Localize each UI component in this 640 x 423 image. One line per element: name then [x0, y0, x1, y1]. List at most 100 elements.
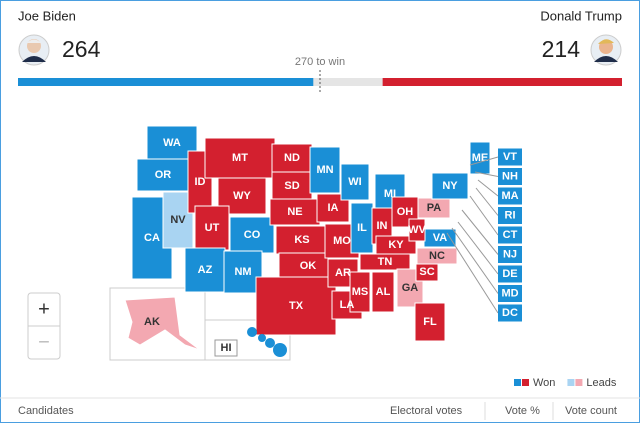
state-shape[interactable] — [431, 172, 469, 200]
state-label: SC — [419, 266, 434, 278]
footer-tab[interactable]: Electoral votes — [390, 405, 463, 417]
state-shape[interactable] — [408, 218, 426, 242]
state-label: CO — [244, 229, 261, 241]
state-shape — [273, 343, 287, 357]
state-label: OK — [300, 260, 317, 272]
leader-line — [477, 179, 499, 197]
state-label: DC — [502, 307, 518, 319]
legend-swatch — [567, 379, 575, 386]
state-box[interactable] — [498, 246, 522, 263]
state-label: KS — [294, 234, 309, 246]
zoom-in[interactable]: + — [38, 298, 50, 320]
state-shape — [265, 338, 275, 348]
state-label: NE — [287, 206, 302, 218]
state-shape[interactable] — [414, 302, 446, 342]
state-label: NV — [170, 214, 186, 226]
candidate-name: Donald Trump — [540, 8, 622, 23]
state-label: OH — [397, 206, 414, 218]
state-shape[interactable] — [204, 137, 276, 179]
state-shape[interactable] — [371, 271, 395, 313]
state-label: ND — [284, 152, 300, 164]
state-label: MS — [352, 286, 369, 298]
state-label: AL — [376, 286, 391, 298]
state-box[interactable] — [498, 148, 522, 166]
state-shape — [247, 327, 257, 337]
legend-swatch — [514, 379, 521, 386]
state-shape[interactable] — [269, 198, 321, 226]
leader-line — [469, 156, 499, 166]
label-box — [214, 339, 238, 357]
footer-tab[interactable]: Candidates — [18, 405, 74, 417]
state-shape[interactable] — [184, 247, 226, 293]
state-shape — [124, 296, 201, 351]
leader-line — [451, 227, 499, 294]
legend-label: Won — [533, 377, 555, 389]
state-shape[interactable] — [271, 171, 313, 201]
footer-tab[interactable]: Vote % — [505, 405, 540, 417]
legend-swatch — [575, 379, 583, 386]
state-label: MT — [232, 152, 248, 164]
threshold-label: 270 to win — [295, 56, 345, 68]
state-label: TX — [289, 300, 304, 312]
state-label: NH — [502, 170, 518, 182]
state-label: HI — [221, 342, 232, 354]
state-shape[interactable] — [359, 253, 411, 271]
state-box[interactable] — [498, 168, 522, 185]
state-label: NY — [442, 180, 458, 192]
state-label: MA — [501, 190, 518, 202]
leader-line — [475, 187, 499, 216]
state-label: KY — [388, 239, 404, 251]
electoral-votes: 264 — [62, 36, 101, 62]
leader-line — [446, 232, 499, 314]
state-label: WY — [233, 190, 251, 202]
state-label: TN — [378, 256, 393, 268]
state-shape[interactable] — [416, 247, 458, 265]
avatar — [590, 34, 622, 66]
state-shape[interactable] — [309, 146, 341, 194]
state-label: LA — [340, 299, 355, 311]
state-label: NC — [429, 250, 445, 262]
leader-line — [474, 171, 499, 177]
state-box[interactable] — [498, 187, 522, 205]
state-label: ID — [195, 176, 206, 188]
legend-swatch — [522, 379, 529, 386]
state-label: CA — [144, 232, 160, 244]
state-shape[interactable] — [229, 216, 275, 254]
state-label: IN — [377, 220, 388, 232]
state-shape[interactable] — [340, 163, 370, 201]
state-label: OR — [155, 169, 172, 181]
state-label: NM — [234, 266, 251, 278]
state-label: NJ — [503, 248, 517, 260]
state-box[interactable] — [498, 304, 522, 322]
state-label: CT — [503, 229, 518, 241]
leader-line — [469, 195, 499, 236]
state-label: MN — [316, 164, 333, 176]
zoom-out[interactable]: − — [38, 331, 50, 353]
state-box[interactable] — [498, 207, 522, 224]
state-box[interactable] — [498, 285, 522, 302]
map: AK HI WA OR CA NV ID MT WY UT CO AZ NM ND SD NE KS OK TX MN… — [109, 125, 522, 361]
electoral-votes: 214 — [542, 36, 581, 62]
avatar — [18, 34, 50, 66]
state-label: RI — [505, 209, 516, 221]
footer-tab[interactable]: Vote count — [565, 405, 617, 417]
state-label: VA — [433, 232, 448, 244]
state-label: AZ — [198, 264, 213, 276]
state-label: WA — [163, 137, 181, 149]
state-box[interactable] — [498, 226, 522, 244]
bar-segment — [382, 78, 622, 86]
state-box[interactable] — [498, 265, 522, 283]
state-shape[interactable] — [469, 141, 491, 175]
state-label: GA — [402, 282, 419, 294]
state-label: WI — [348, 176, 361, 188]
state-label: SD — [284, 180, 299, 192]
legend-label: Leads — [586, 377, 616, 389]
state-label: PA — [427, 202, 442, 214]
state-shape[interactable] — [349, 271, 371, 313]
leader-line — [457, 221, 499, 275]
state-shape[interactable] — [194, 205, 230, 251]
bar-segment — [18, 78, 314, 86]
state-label: VT — [503, 151, 517, 163]
state-label: MI — [384, 188, 396, 200]
